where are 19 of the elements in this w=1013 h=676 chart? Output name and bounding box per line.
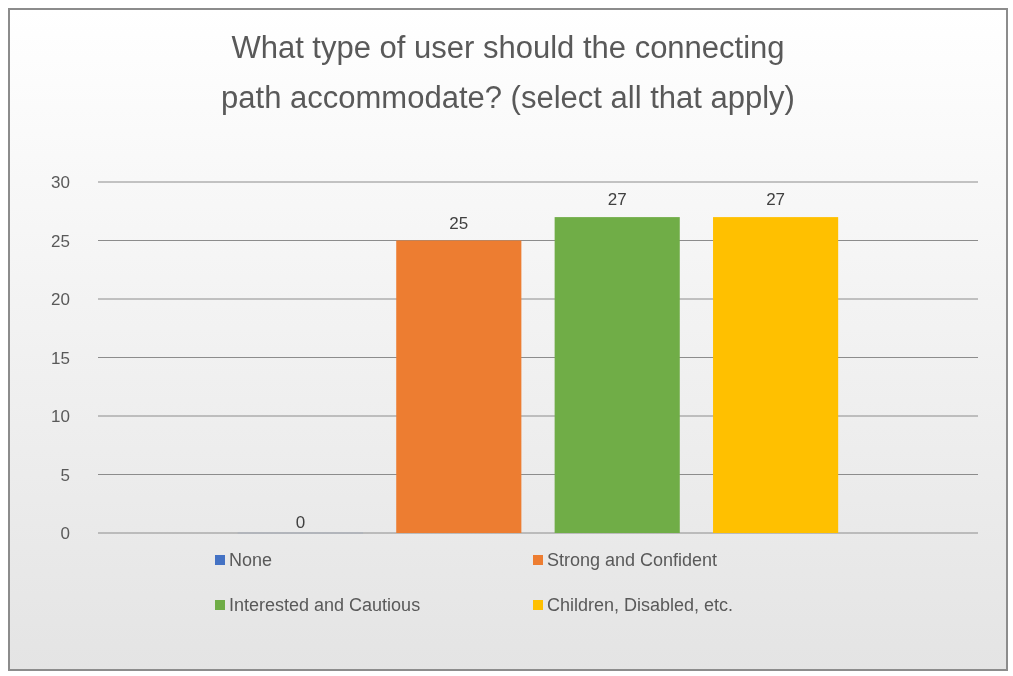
y-tick-label: 0 <box>60 524 70 543</box>
chart-title: What type of user should the connecting path accommodate? (select all that apply) <box>221 30 795 115</box>
y-tick-label: 15 <box>51 348 70 368</box>
y-tick-label: 30 <box>51 173 70 192</box>
data-label: 0 <box>295 513 306 532</box>
legend-label: Strong and Confident <box>547 550 718 570</box>
y-tick-label: 20 <box>51 290 70 309</box>
bar <box>713 217 839 533</box>
y-tick-label: 25 <box>51 231 70 251</box>
y-tick-label: 10 <box>51 407 70 426</box>
legend-label: Children, Disabled, etc. <box>547 595 734 615</box>
data-label: 25 <box>449 213 469 233</box>
legend-label: None <box>229 550 273 570</box>
bar <box>554 217 680 533</box>
bar <box>396 240 522 533</box>
data-label: 27 <box>607 190 627 210</box>
legend-label: Interested and Cautious <box>229 595 421 615</box>
data-label: 27 <box>766 190 786 210</box>
y-tick-label: 5 <box>60 465 70 485</box>
